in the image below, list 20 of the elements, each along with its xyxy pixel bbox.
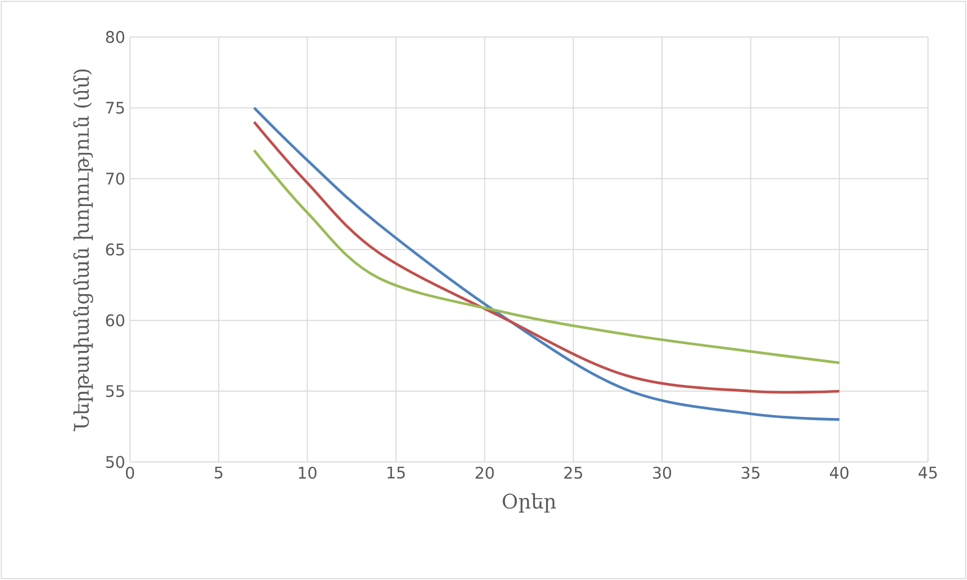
x-tick-label: 25 [564, 466, 582, 479]
y-tick-label: 75 [106, 102, 124, 114]
y-tick-label: 80 [106, 30, 124, 44]
x-tick-label: 10 [298, 466, 316, 479]
x-tick-label: 30 [653, 466, 672, 479]
y-tick-label: 65 [106, 243, 124, 256]
y-tick-label: 60 [106, 314, 124, 326]
x-tick-label: 0 [126, 466, 134, 479]
x-tick-label: 20 [476, 466, 494, 479]
x-tick-label: 45 [918, 466, 937, 479]
y-tick-label: 55 [106, 385, 124, 398]
x-tick-label: 35 [742, 466, 760, 479]
x-tick-label: 5 [214, 466, 222, 479]
y-axis-title: Ներթափանցման խորություն (մմ) [73, 69, 94, 432]
y-tick-label: 50 [106, 456, 124, 468]
x-axis-title: Օրեր [502, 493, 556, 513]
x-tick-label: 15 [388, 466, 405, 479]
y-tick-label: 70 [106, 172, 124, 185]
x-tick-label: 40 [830, 466, 848, 479]
line-series [252, 148, 841, 364]
